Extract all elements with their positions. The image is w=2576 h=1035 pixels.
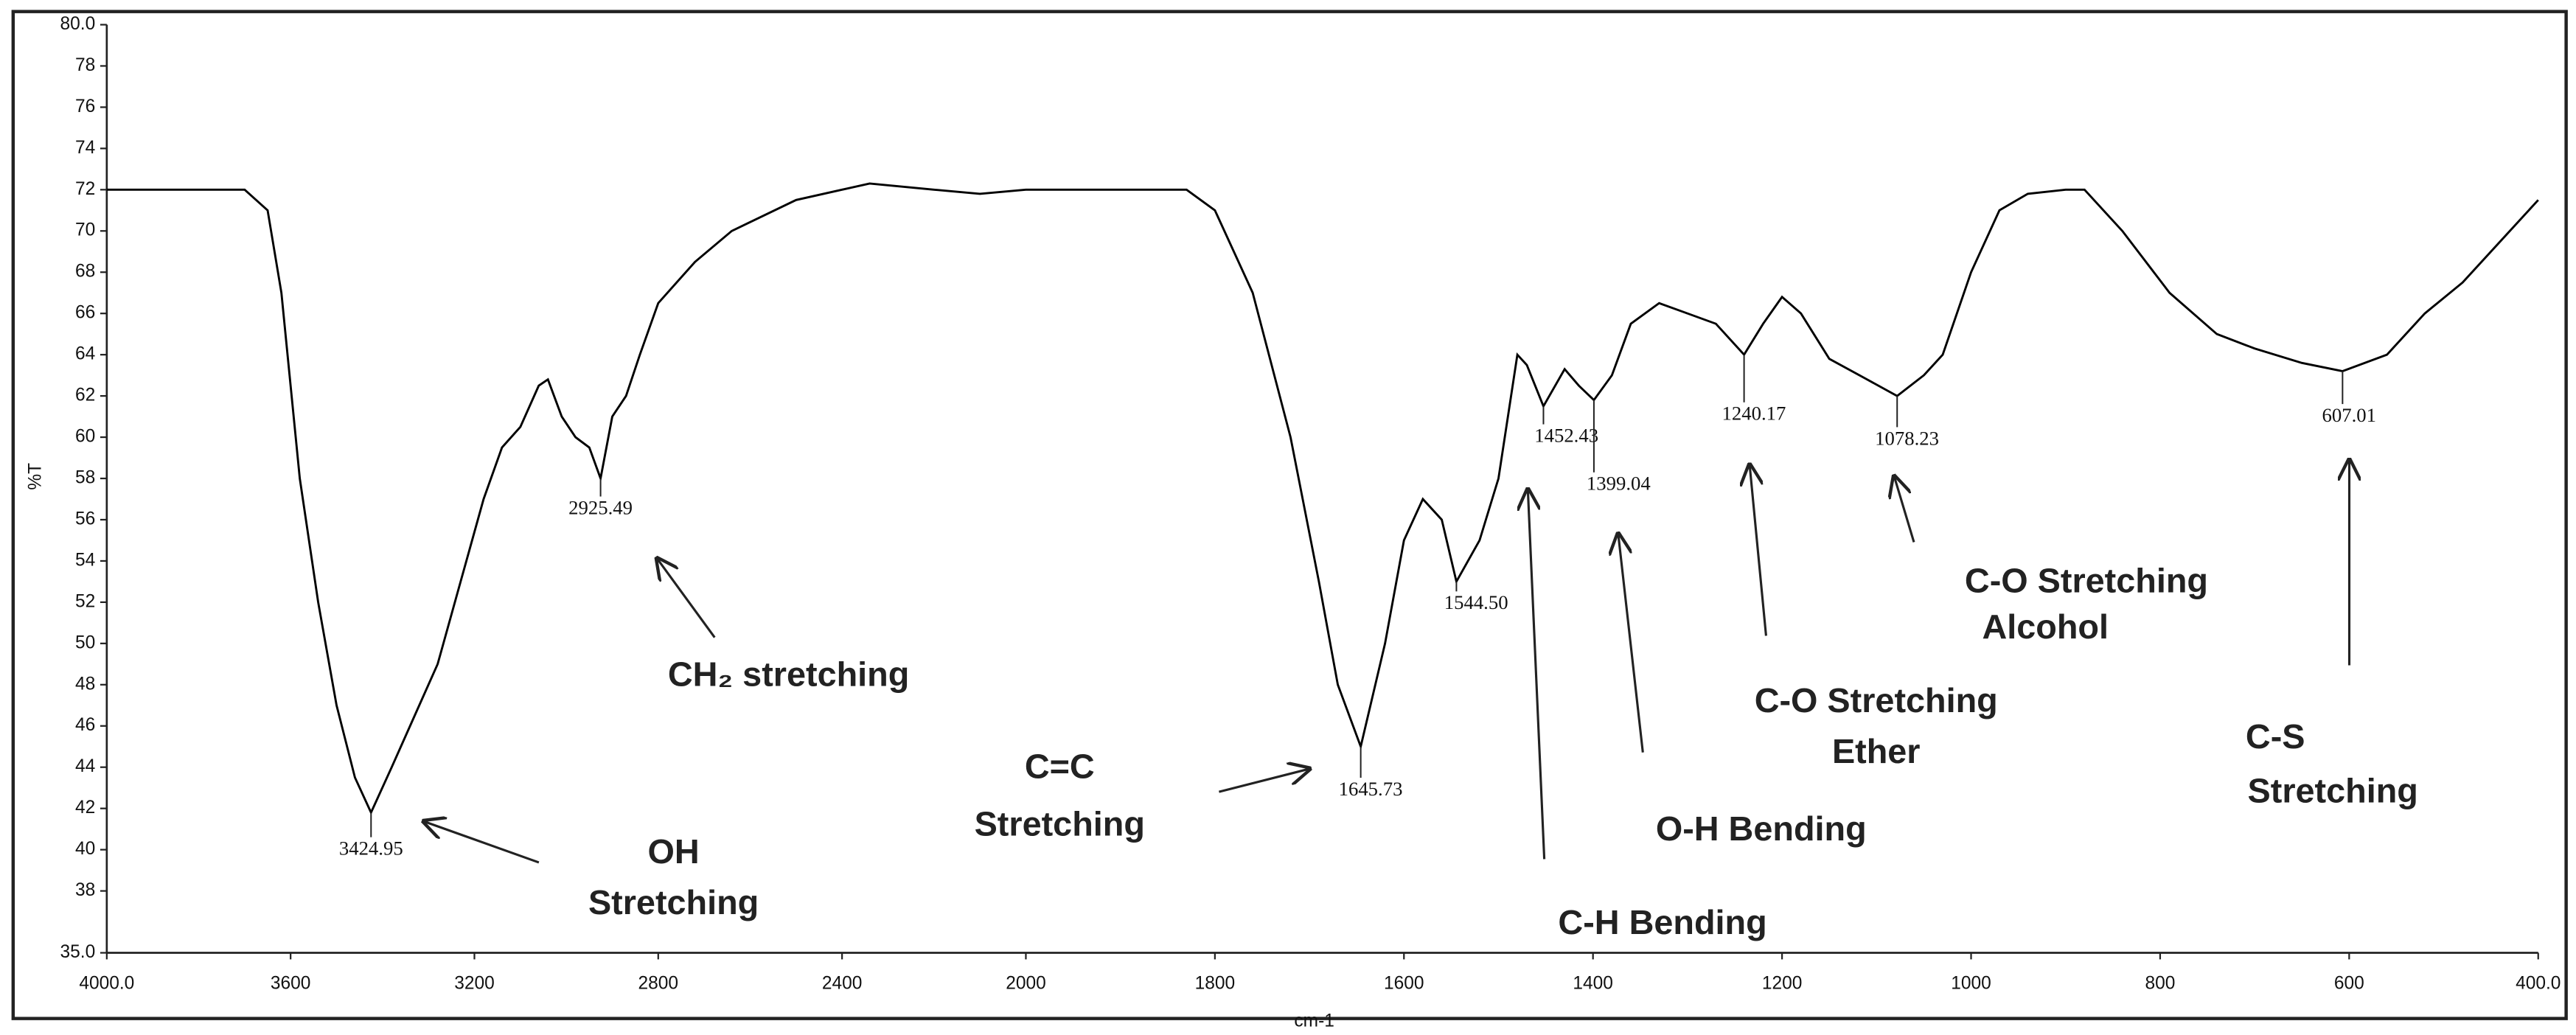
annotation-arrow bbox=[424, 821, 540, 864]
x-tick-label: 800 bbox=[2145, 973, 2175, 993]
y-tick-label: 56 bbox=[75, 509, 95, 529]
annotation-text: Stretching bbox=[2248, 772, 2418, 810]
y-tick-label: 54 bbox=[75, 550, 95, 570]
y-tick-label: 70 bbox=[75, 220, 95, 240]
y-tick-label: 62 bbox=[75, 386, 95, 405]
peak-label: 1399.04 bbox=[1587, 473, 1651, 495]
peak-label: 1452.43 bbox=[1534, 425, 1598, 447]
annotation-arrow bbox=[1618, 534, 1644, 753]
y-tick-label: 44 bbox=[75, 756, 95, 776]
y-tick-label: 60 bbox=[75, 427, 95, 447]
annotation-text: Stretching bbox=[975, 804, 1145, 843]
annotation-arrow bbox=[657, 559, 716, 638]
annotation-text: OH bbox=[648, 832, 700, 871]
annotation-arrow bbox=[1750, 465, 1767, 636]
x-tick-label: 3600 bbox=[271, 973, 311, 993]
x-tick-label: 1000 bbox=[1951, 973, 1991, 993]
x-tick-label: 1600 bbox=[1384, 973, 1424, 993]
y-tick-label: 52 bbox=[75, 591, 95, 611]
annotation-text: Ether bbox=[1832, 732, 1921, 770]
annotation-text: Stretching bbox=[588, 883, 759, 921]
y-tick-label: 76 bbox=[75, 97, 95, 116]
annotation-arrow bbox=[1894, 476, 1915, 543]
y-tick-label: 78 bbox=[75, 55, 95, 75]
y-tick-label: 46 bbox=[75, 715, 95, 735]
peak-label: 607.01 bbox=[2322, 404, 2376, 426]
x-tick-label: 2400 bbox=[822, 973, 863, 993]
y-tick-label: 68 bbox=[75, 262, 95, 282]
y-axis-label: %T bbox=[25, 463, 45, 490]
x-tick-label: 2000 bbox=[1006, 973, 1046, 993]
peak-label: 1645.73 bbox=[1339, 778, 1403, 800]
x-tick-label: 1200 bbox=[1762, 973, 1803, 993]
annotation-text: C-S bbox=[2246, 717, 2305, 756]
x-tick-label: 3200 bbox=[454, 973, 495, 993]
y-tick-label: 40 bbox=[75, 839, 95, 859]
annotation-text: O-H Bending bbox=[1656, 809, 1867, 848]
spectrum-line bbox=[106, 182, 2539, 815]
peak-label: 1544.50 bbox=[1444, 591, 1508, 613]
x-tick-label: 600 bbox=[2334, 973, 2364, 993]
peak-label: 1078.23 bbox=[1875, 427, 1939, 449]
y-tick-label: 38 bbox=[75, 880, 95, 900]
y-tick-label: 74 bbox=[75, 138, 95, 158]
x-tick-label: 2800 bbox=[638, 973, 679, 993]
annotation-text: C=C bbox=[1025, 747, 1095, 785]
annotation-text: CH₂ stretching bbox=[668, 655, 910, 694]
x-tick-label: 1800 bbox=[1195, 973, 1236, 993]
annotation-text: Alcohol bbox=[1982, 607, 2109, 646]
peak-label: 1240.17 bbox=[1722, 402, 1786, 425]
annotation-text: C-H Bending bbox=[1558, 903, 1766, 941]
annotation-arrow bbox=[1528, 489, 1546, 860]
y-tick-label: 66 bbox=[75, 303, 95, 323]
y-tick-label: 50 bbox=[75, 632, 95, 652]
y-tick-label: 48 bbox=[75, 674, 95, 694]
y-tick-label: 58 bbox=[75, 467, 95, 487]
y-tick-label: 35.0 bbox=[60, 942, 96, 962]
x-tick-label: 4000.0 bbox=[79, 973, 134, 993]
frame bbox=[11, 10, 2568, 1020]
y-tick-label: 72 bbox=[75, 179, 95, 199]
x-axis-label: cm-1 bbox=[1294, 1011, 1334, 1031]
x-tick-label: 1400 bbox=[1573, 973, 1613, 993]
peak-label: 2925.49 bbox=[568, 496, 633, 518]
y-tick-label: 80.0 bbox=[60, 14, 96, 34]
peak-label: 3424.95 bbox=[339, 837, 403, 860]
y-tick-label: 42 bbox=[75, 798, 95, 818]
annotation-text: C-O Stretching bbox=[1755, 681, 1998, 719]
x-tick-label: 400.0 bbox=[2516, 973, 2561, 993]
annotation-text: C-O Stretching bbox=[1965, 561, 2208, 599]
y-tick-label: 64 bbox=[75, 344, 95, 364]
annotation-arrow bbox=[1219, 769, 1309, 793]
